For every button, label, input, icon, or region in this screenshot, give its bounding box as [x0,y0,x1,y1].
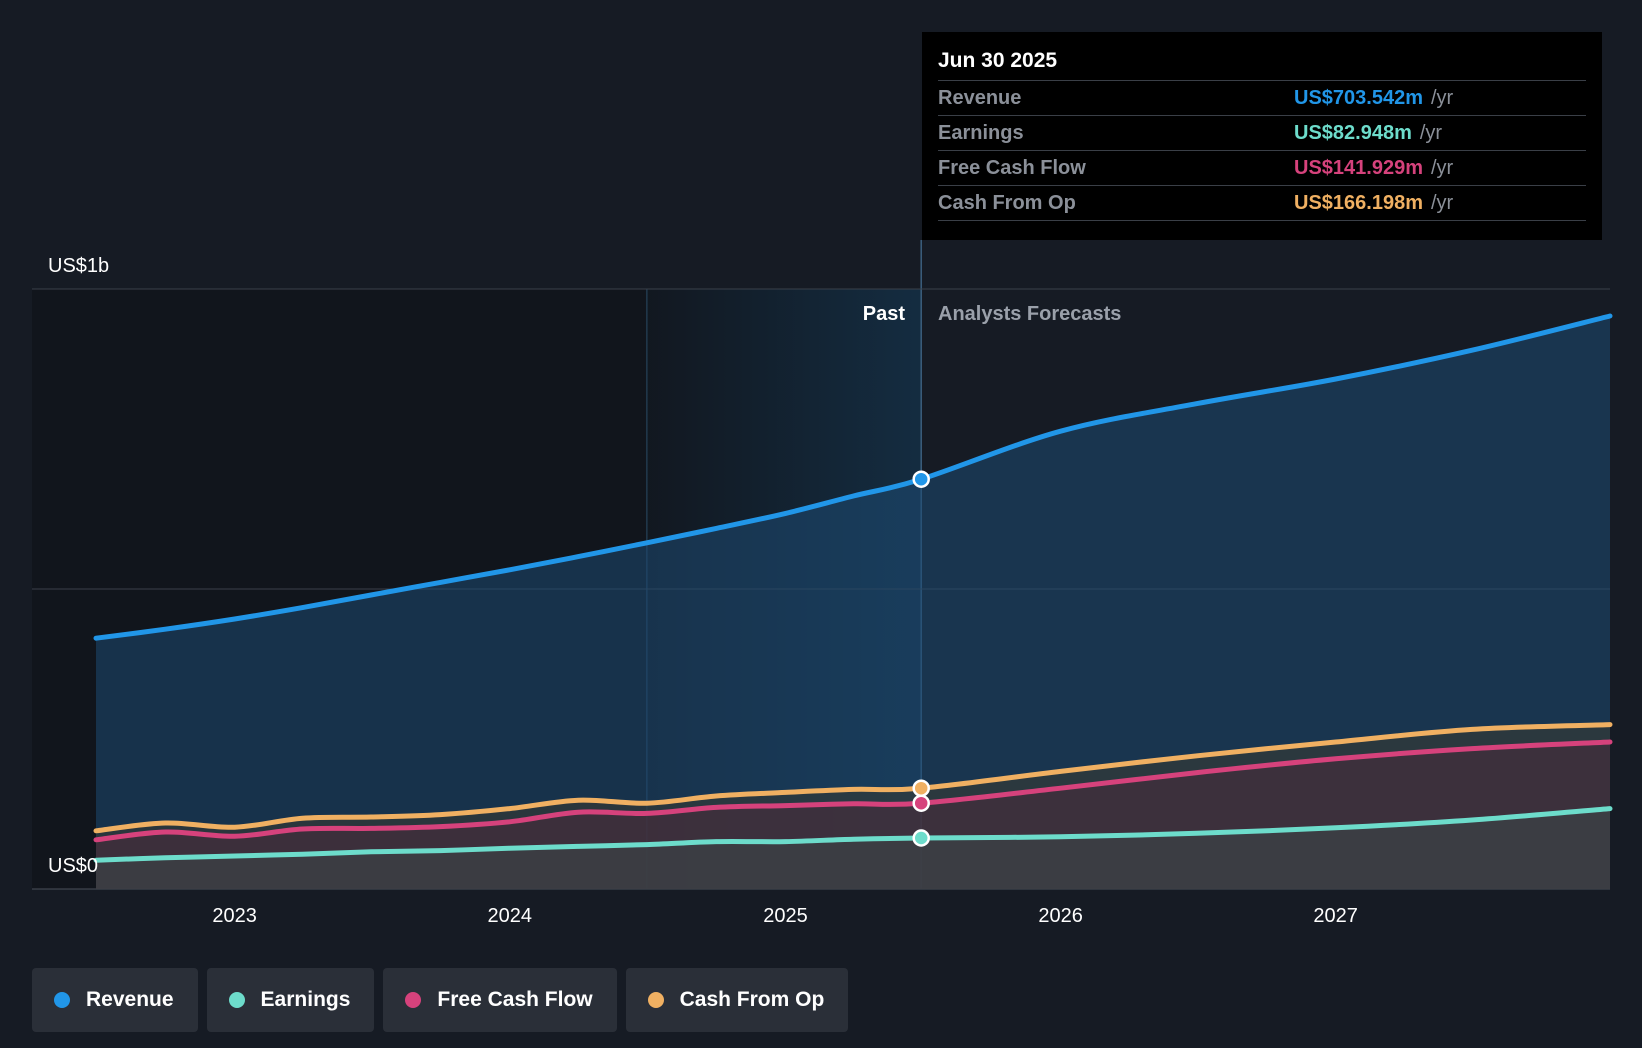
tooltip-date: Jun 30 2025 [938,49,1058,72]
tooltip-panel: Jun 30 2025 Revenue US$703.542m /yr Earn… [922,32,1602,240]
tooltip-value: US$141.929m [1294,156,1423,179]
legend-label: Free Cash Flow [437,988,593,1011]
tooltip-label: Free Cash Flow [938,156,1086,179]
free-cash-flow-line [93,739,1613,843]
legend-item-revenue[interactable]: Revenue [32,968,198,1032]
x-tick-label: 2027 [1313,905,1358,927]
tooltip-unit: /yr [1419,121,1443,144]
revenue-area [96,316,1610,889]
earnings-marker [912,829,930,847]
legend-label: Cash From Op [679,988,825,1011]
tooltip-label: Cash From Op [938,191,1076,214]
x-tick-label: 2025 [763,905,808,927]
tooltip-unit: /yr [1430,86,1454,109]
cash-from-op-line [93,722,1613,834]
fcf-marker [912,794,930,812]
legend: Revenue Earnings Free Cash Flow Cash Fro… [32,968,849,1032]
revenue-marker [912,470,930,488]
legend-dot-icon [54,992,70,1008]
legend-dot-icon [228,992,245,1008]
tooltip-value: US$703.542m [1294,86,1423,109]
past-region-label: Past [863,303,906,325]
x-tick-label: 2024 [487,905,532,927]
tooltip-value: US$82.948m [1294,121,1412,144]
tooltip-row-free-cash-flow: Free Cash Flow US$141.929m /yr [938,150,1586,185]
tooltip-unit: /yr [1430,191,1454,214]
tooltip-label: Earnings [938,121,1024,144]
tooltip-label: Revenue [938,86,1022,109]
tooltip-unit: /yr [1430,156,1454,179]
earnings-area [96,808,1610,889]
forecast-region-label: Analysts Forecasts [938,303,1121,325]
x-tick-label: 2023 [212,905,257,927]
tooltip-row-cash-from-op: Cash From Op US$166.198m /yr [938,185,1586,221]
legend-dot-icon [647,992,664,1008]
legend-label: Revenue [86,988,174,1011]
y-axis-bottom-label: US$0 [48,855,98,877]
cfo-marker [912,779,930,797]
legend-label: Earnings [260,988,351,1011]
tooltip-row-revenue: Revenue US$703.542m /yr [938,80,1586,115]
legend-item-earnings[interactable]: Earnings [206,968,375,1032]
legend-item-cash-from-op[interactable]: Cash From Op [625,968,849,1032]
legend-dot-icon [405,992,422,1008]
tooltip-row-earnings: Earnings US$82.948m /yr [938,115,1586,150]
tooltip-value: US$166.198m [1294,191,1423,214]
y-axis-top-label: US$1b [48,255,109,277]
revenue-line [93,313,1613,641]
x-tick-label: 2026 [1038,905,1083,927]
earnings-line [93,806,1613,863]
legend-item-free-cash-flow[interactable]: Free Cash Flow [383,968,617,1032]
